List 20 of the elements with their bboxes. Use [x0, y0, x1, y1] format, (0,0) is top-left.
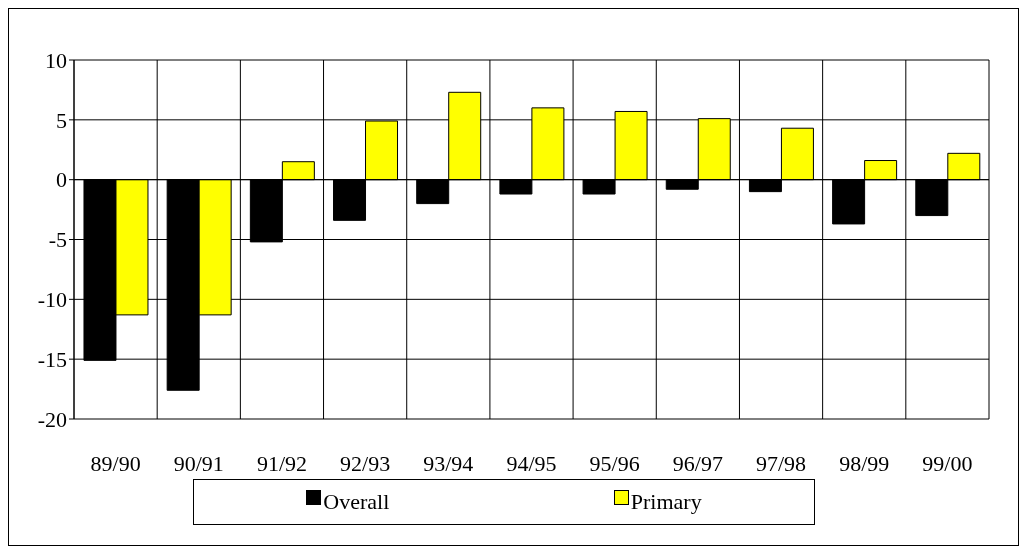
y-tick-label: 0	[56, 167, 67, 193]
x-tick-label: 92/93	[340, 450, 391, 476]
y-tick-label: -10	[37, 287, 67, 313]
x-tick-label: 97/98	[755, 450, 807, 476]
x-tick-label: 91/92	[256, 450, 308, 476]
x-tick-label: 95/96	[589, 450, 640, 476]
y-tick-label: -20	[37, 406, 67, 432]
x-tick-label: 96/97	[672, 450, 723, 476]
x-tick-label: 99/00	[922, 450, 973, 476]
x-tick-label: 93/94	[423, 450, 474, 476]
x-tick-label: 90/91	[173, 450, 224, 476]
y-tick-label: -15	[37, 346, 67, 372]
y-tick-label: 10	[45, 47, 67, 73]
x-tick-label: 98/99	[839, 450, 890, 476]
legend-label: Overall	[323, 489, 390, 515]
legend-label: Primary	[630, 489, 702, 515]
y-tick-label: 5	[56, 107, 67, 133]
x-tick-label: 89/90	[90, 450, 141, 476]
x-tick-label: 94/95	[506, 450, 557, 476]
y-tick-label: -5	[48, 227, 67, 253]
